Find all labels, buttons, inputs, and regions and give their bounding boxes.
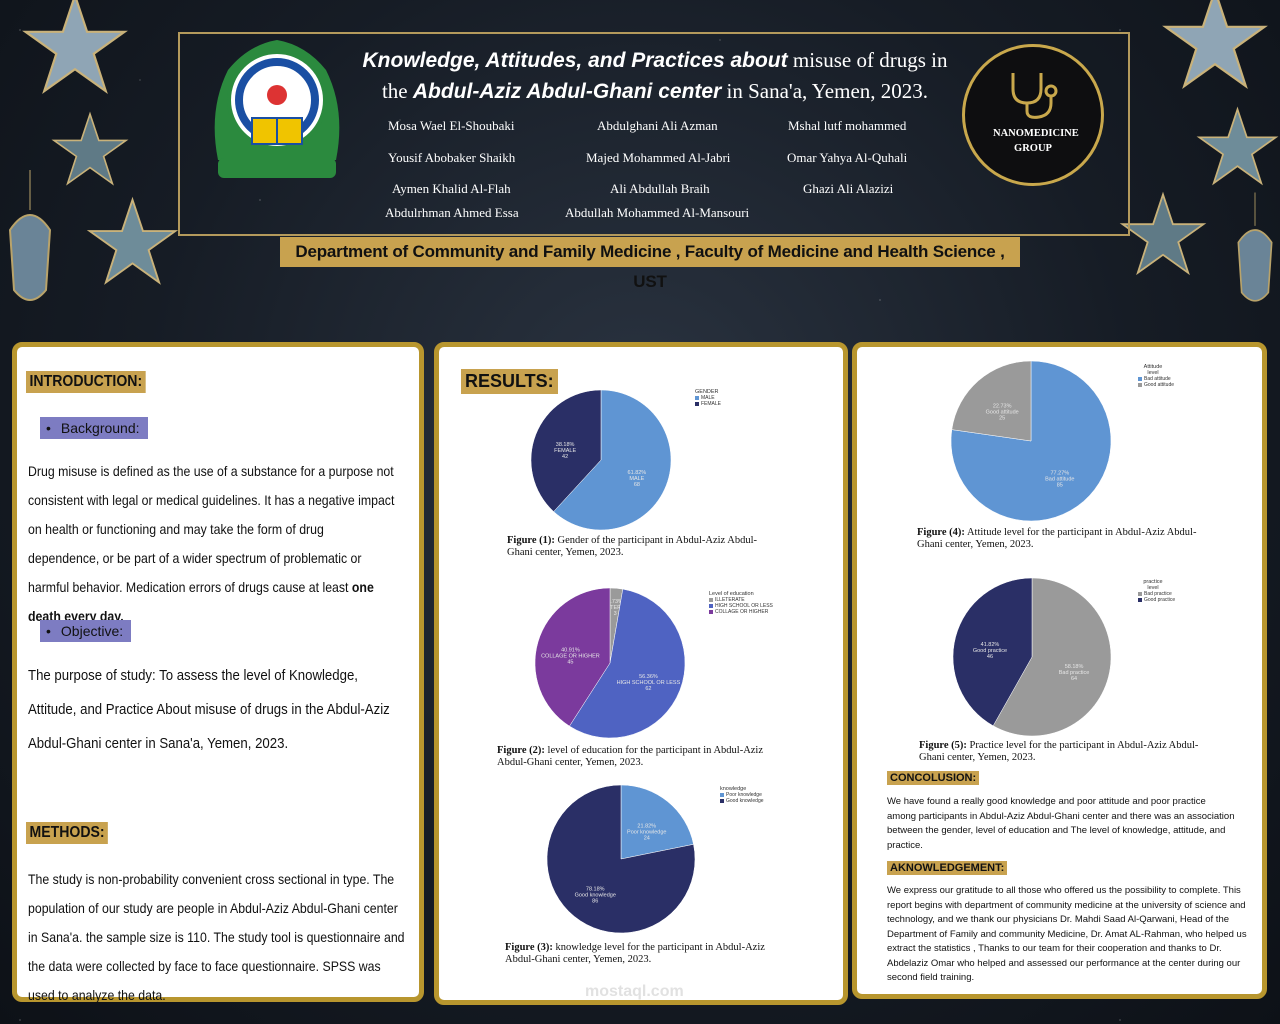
results-heading: RESULTS: (461, 369, 558, 394)
figure-5-caption: Figure (5): Practice level for the parti… (919, 740, 1199, 763)
acknowledgement-text: We express our gratitude to all those wh… (887, 885, 1247, 983)
pie-slice-label: 41.82% Good practice 46 (973, 642, 1007, 660)
figure-3-caption: Figure (3): knowledge level for the part… (505, 942, 765, 965)
acknowledgement-heading: AKNOWLEDGEMENT: (887, 861, 1008, 875)
nanomedicine-group-logo: NANOMEDICINE GROUP (962, 44, 1104, 186)
practice-pie-chart: 58.18% Bad practice 64 41.82% Good practice 4… (953, 578, 1111, 736)
author-name: Mosa Wael El-Shoubaki (388, 118, 515, 133)
pie-slice (953, 578, 1033, 727)
star-ornament-icon (1162, 0, 1268, 90)
pie-slice (553, 390, 671, 530)
author-name: Aymen Khalid Al-Flah (392, 181, 511, 196)
lantern-icon (8, 170, 52, 301)
pie-slice-label: 56.36% HIGH SCHOOL OR LESS 62 (617, 674, 681, 692)
star-ornament-icon (1119, 191, 1207, 276)
pie-slice (547, 785, 695, 933)
author-name: Ghazi Ali Alazizi (803, 181, 894, 196)
author-name: Majed Mohammed Al-Jabri (586, 150, 731, 165)
chart-legend: Attitude level Bad attitude Good attitud… (1138, 364, 1174, 388)
pie-slice-label: 40.91% COLLAGE OR HIGHER 45 (541, 647, 600, 665)
conclusion-heading: CONCOLUSION: (887, 771, 980, 785)
pie-slice-label: 38.18% FEMALE 42 (554, 442, 576, 460)
header-frame (178, 32, 1130, 236)
pie-slice-label: 78.18% Good knowledge 86 (575, 887, 616, 905)
author-name: Omar Yahya Al-Quhali (787, 150, 908, 165)
education-pie-chart: 2.73% ILLETERATE 3 56.36% HIGH SCHOOL OR LES… (535, 588, 685, 738)
poster-title: Knowledge, Attitudes, and Practices abou… (362, 48, 948, 103)
methods-text: The study is non-probability convenient … (28, 871, 405, 1003)
pie-slice (569, 588, 685, 738)
logo-text: NANOMEDICINE GROUP (993, 128, 1079, 154)
background-text: Drug misuse is defined as the use of a s… (28, 463, 395, 624)
introduction-heading: INTRODUCTION: (26, 371, 146, 393)
pie-slice-label: 58.18% Bad practice 64 (1059, 664, 1090, 682)
chart-legend: practice level Bad practice Good practic… (1138, 579, 1175, 603)
author-name: Yousif Abobaker Shaikh (388, 150, 516, 165)
chart-legend: GENDER MALE FEMALE (695, 389, 722, 407)
pie-slice-label: 22.73% Good attitude 25 (986, 404, 1019, 422)
author-name: Mshal lutf mohammed (788, 118, 907, 133)
lantern-icon (1237, 192, 1273, 302)
pie-slice (620, 785, 694, 860)
pie-slice-label: 61.82% MALE 68 (628, 470, 647, 488)
author-name: Abdulrhman Ahmed Essa (385, 205, 519, 220)
pie-slice (531, 390, 602, 512)
pie-slice (535, 588, 611, 727)
methods-heading: METHODS: (26, 822, 109, 844)
figure-2-caption: Figure (2): level of education for the p… (497, 745, 764, 768)
star-ornament-icon (22, 0, 128, 95)
introduction-panel: INTRODUCTION: • Background: Drug misuse i… (12, 342, 424, 1003)
knowledge-pie-chart: 21.82% Poor knowledge 24 78.18% Good knowled… (547, 785, 695, 933)
pie-slice-label: 2.73% ILLETERATE 3 (599, 599, 632, 617)
department-banner: Department of Community and Family Medic… (280, 237, 1020, 291)
figure-4-caption: Figure (4): Attitude level for the parti… (917, 527, 1197, 550)
attitude-pie-chart: 77.27% Bad attitude 85 22.73% Good attitude 2… (951, 361, 1111, 521)
pie-slice (992, 578, 1111, 736)
pie-slice (951, 361, 1032, 442)
figure-1-caption: Figure (1): Gender of the participant in… (507, 535, 757, 558)
chart-legend: Level of education ILLETERATE HIGH SCHOO… (709, 591, 773, 615)
pie-slice-label: 77.27% Bad attitude 85 (1045, 470, 1074, 488)
star-ornament-icon (86, 196, 179, 285)
pie-slice-label: 21.82% Poor knowledge 24 (627, 823, 666, 841)
gender-pie-chart: 61.82% MALE 68 38.18% FEMALE 42 (531, 390, 671, 530)
author-name: Abdulghani Ali Azman (597, 118, 718, 133)
star-ornament-icon (51, 111, 129, 186)
stethoscope-icon (1011, 73, 1058, 119)
background-label: • Background: (40, 417, 148, 439)
star-ornament-icon (1196, 106, 1279, 186)
objective-text: The purpose of study: To assess the leve… (28, 667, 390, 752)
author-name: Abdullah Mohammed Al-Mansouri (565, 205, 750, 220)
conclusion-text: We have found a really good knowledge an… (887, 796, 1235, 851)
objective-label: • Objective: (40, 620, 132, 642)
university-logo-icon (214, 40, 340, 178)
author-name: Ali Abdullah Braih (610, 181, 710, 196)
watermark-text: mostaql.com (585, 983, 684, 1000)
chart-legend: knowledge Poor knowledge Good knowledge (720, 786, 764, 804)
